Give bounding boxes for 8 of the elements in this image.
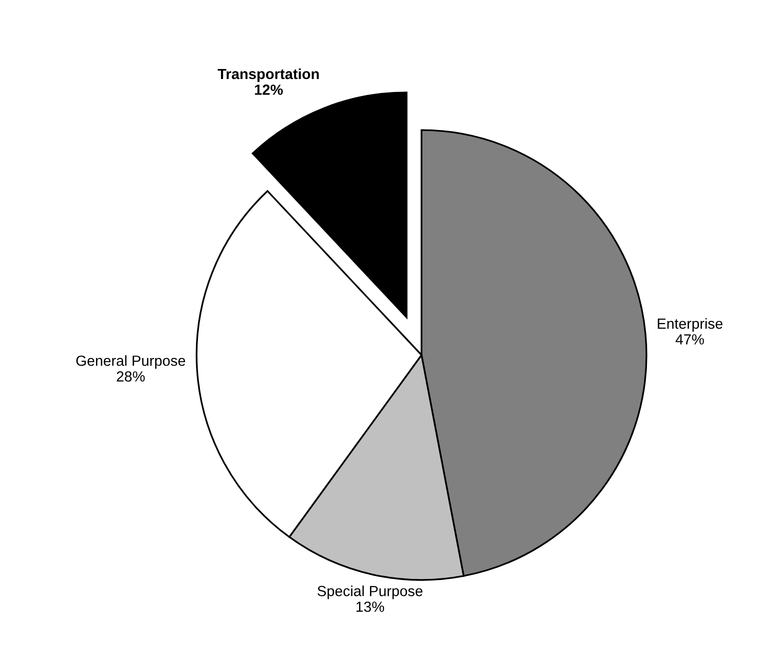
data-label: 12%	[254, 84, 283, 95]
data-label: 47%	[676, 334, 704, 344]
slice-label: Special Purpose	[318, 585, 422, 600]
slice-label: General Purpose	[76, 355, 186, 369]
data-label: 28%	[116, 371, 145, 382]
slice-label: Transportation	[218, 68, 319, 82]
data-label: 13%	[356, 602, 384, 612]
slice-label: Enterprise	[658, 318, 722, 332]
